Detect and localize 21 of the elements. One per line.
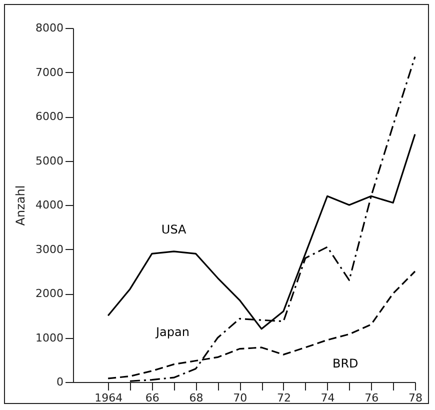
- x-tick-label: 66: [145, 392, 160, 404]
- x-tick-label: 68: [189, 392, 204, 404]
- y-tick-label: 2000: [36, 287, 64, 300]
- series-label: BRD: [332, 356, 358, 370]
- x-tick-label: 1964: [94, 392, 123, 404]
- y-tick-label: 8000: [36, 22, 64, 34]
- y-axis-title: Anzahl: [14, 185, 28, 226]
- y-tick-label: 1000: [36, 331, 64, 344]
- x-tick-label: 74: [320, 392, 335, 404]
- series-label: USA: [161, 222, 188, 236]
- y-tick-label: 7000: [36, 66, 64, 79]
- x-tick-label: 72: [276, 392, 291, 404]
- y-tick-label: 3000: [36, 242, 64, 256]
- x-tick-label: 78: [408, 392, 422, 404]
- x-tick-label: 70: [233, 392, 248, 404]
- x-tick-label: 76: [364, 392, 379, 404]
- y-tick-label: 6000: [36, 110, 64, 123]
- y-tick-label: 0: [56, 376, 64, 388]
- y-tick-label: 4000: [36, 198, 64, 212]
- series-label: Japan: [154, 324, 190, 339]
- y-tick-label: 5000: [36, 154, 64, 168]
